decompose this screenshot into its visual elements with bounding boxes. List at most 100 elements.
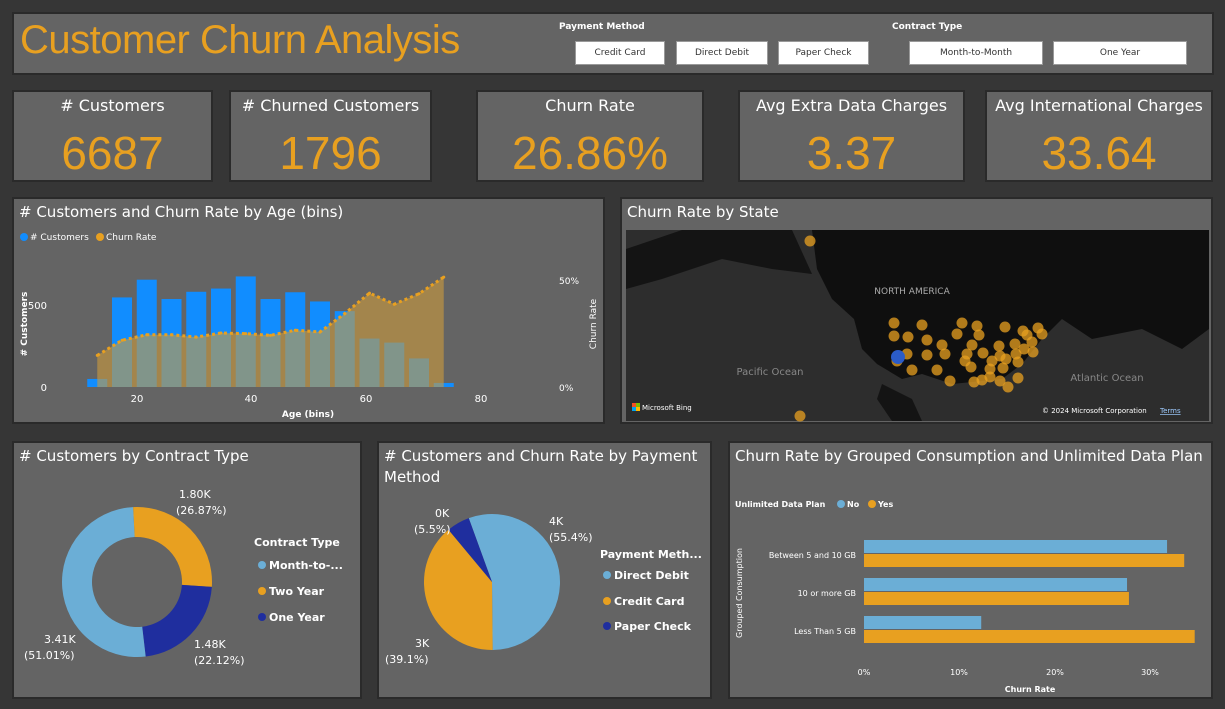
legend-item[interactable]: Two Year (269, 585, 325, 598)
bar-no[interactable] (864, 540, 1168, 553)
state-churn-bubble[interactable] (968, 376, 980, 388)
state-churn-bubble[interactable] (1036, 328, 1048, 340)
state-churn-bubble[interactable] (921, 334, 933, 346)
churn-rate-point[interactable] (95, 353, 99, 357)
slice-credit-card[interactable] (424, 529, 493, 650)
legend-item[interactable]: Paper Check (614, 620, 692, 633)
kpi-churned-customers: # Churned Customers 1796 (229, 90, 432, 182)
state-churn-bubble[interactable] (999, 321, 1011, 333)
slice-paper-check[interactable] (448, 518, 492, 582)
x-axis-title: Age (bins) (282, 410, 334, 420)
state-churn-bubble[interactable] (804, 235, 816, 247)
slice-month-to-[interactable] (61, 507, 146, 657)
bar-no[interactable] (864, 616, 982, 629)
churn-rate-point[interactable] (318, 330, 322, 334)
state-churn-bubble[interactable] (1026, 336, 1038, 348)
legend-no[interactable]: No (847, 500, 860, 509)
churn-rate-point[interactable] (293, 328, 297, 332)
state-churn-bubble[interactable] (944, 375, 956, 387)
state-churn-bubble[interactable] (997, 362, 1009, 374)
state-churn-bubble[interactable] (965, 361, 977, 373)
state-churn-bubble[interactable] (1018, 343, 1030, 355)
slicer-direct-debit[interactable]: Direct Debit (676, 41, 768, 65)
churn-rate-point[interactable] (269, 333, 272, 337)
legend-item[interactable]: Direct Debit (614, 569, 689, 582)
state-churn-bubble[interactable] (956, 317, 968, 329)
state-churn-bubble[interactable] (1012, 372, 1024, 384)
churn-rate-point[interactable] (417, 292, 421, 296)
slice-pct: (22.12%) (194, 654, 245, 667)
state-churn-bubble[interactable] (984, 363, 996, 375)
state-churn-bubble[interactable] (977, 347, 989, 359)
slice-direct-debit[interactable] (468, 514, 560, 650)
state-churn-bubble[interactable] (973, 329, 985, 341)
state-churn-bubble[interactable] (939, 348, 951, 360)
legend-customers: # Customers (30, 233, 89, 243)
bar-yes[interactable] (864, 592, 1129, 605)
bing-logo: Microsoft Bing (642, 404, 692, 412)
state-churn-bubble[interactable] (951, 328, 963, 340)
north-america-land (812, 230, 1209, 384)
legend-item[interactable]: One Year (269, 611, 325, 624)
state-churn-bubble[interactable] (916, 319, 928, 331)
bar-yes[interactable] (864, 554, 1185, 567)
state-map[interactable]: NORTH AMERICA Pacific Ocean Atlantic Oce… (622, 199, 1215, 426)
state-churn-bubble[interactable] (1009, 338, 1021, 350)
xtick: 60 (360, 394, 373, 405)
kpi-value: 3.37 (806, 127, 897, 179)
y-axis-title: Grouped Consumption (735, 548, 744, 638)
state-churn-bubble[interactable] (902, 331, 914, 343)
slicer-one-year[interactable]: One Year (1053, 41, 1187, 65)
churn-rate-point[interactable] (442, 275, 446, 279)
xtick: 80 (475, 394, 488, 405)
state-churn-bubble[interactable] (994, 375, 1006, 387)
state-churn-bubble[interactable] (921, 349, 933, 361)
contract-donut-chart: 1.80K (26.87%) 3.41K (51.01%) 1.48K (22.… (24, 488, 343, 667)
ytick: 0 (41, 383, 47, 394)
legend-item[interactable]: Month-to-... (269, 559, 343, 572)
bar-no[interactable] (864, 578, 1128, 591)
state-churn-bubble[interactable] (1000, 353, 1012, 365)
y2-axis-title: Churn Rate (589, 298, 599, 349)
xtick: 0% (858, 668, 871, 677)
state-churn-bubble[interactable] (993, 340, 1005, 352)
bar-yes[interactable] (864, 630, 1195, 643)
state-churn-bubble[interactable] (1002, 381, 1014, 393)
header-bar: Customer Churn Analysis Payment Method C… (12, 12, 1214, 75)
slicer-month-to-month[interactable]: Month-to-Month (909, 41, 1043, 65)
state-churn-bubble[interactable] (931, 364, 943, 376)
kpi-label: # Churned Customers (241, 96, 420, 115)
state-churn-bubble-selected[interactable] (891, 350, 905, 364)
legend-item[interactable]: Credit Card (614, 595, 685, 608)
churn-rate-point[interactable] (194, 335, 198, 339)
state-churn-bubble[interactable] (888, 330, 900, 342)
state-churn-bubble[interactable] (794, 410, 806, 422)
slicer-paper-check[interactable]: Paper Check (778, 41, 869, 65)
legend-yes[interactable]: Yes (877, 500, 893, 509)
state-churn-bubble[interactable] (1027, 346, 1039, 358)
map-label-pacific: Pacific Ocean (737, 367, 804, 378)
state-churn-bubble[interactable] (971, 320, 983, 332)
churn-rate-point[interactable] (120, 338, 124, 342)
xtick: 10% (950, 668, 968, 677)
terms-link[interactable]: Terms (1159, 407, 1181, 415)
churn-rate-point[interactable] (392, 302, 396, 306)
state-churn-bubble[interactable] (1012, 356, 1024, 368)
churn-rate-point[interactable] (368, 291, 371, 295)
state-churn-bubble[interactable] (906, 364, 918, 376)
state-churn-bubble[interactable] (888, 317, 900, 329)
state-churn-bubble[interactable] (984, 371, 996, 383)
churn-rate-point[interactable] (343, 312, 347, 316)
churn-rate-point[interactable] (244, 332, 248, 336)
slicer-credit-card[interactable]: Credit Card (575, 41, 665, 65)
xtick: 40 (245, 394, 258, 405)
churn-rate-point[interactable] (145, 333, 149, 337)
churn-rate-point[interactable] (170, 333, 173, 337)
kpi-value: 1796 (279, 127, 382, 179)
slice-one-year[interactable] (142, 584, 212, 657)
slice-two-year[interactable] (133, 507, 213, 587)
kpi-label: # Customers (60, 96, 165, 115)
churn-rate-point[interactable] (219, 331, 223, 335)
state-churn-bubble[interactable] (936, 339, 948, 351)
state-churn-bubble[interactable] (966, 339, 978, 351)
